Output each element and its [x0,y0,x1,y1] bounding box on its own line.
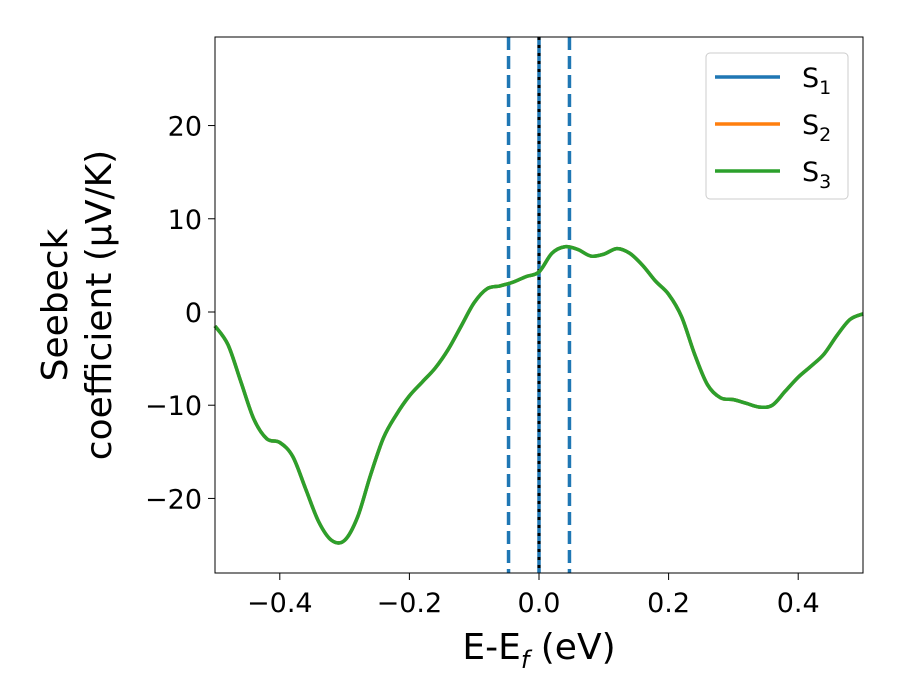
x-tick-label: −0.4 [247,588,313,619]
y-tick-label: −20 [145,484,202,515]
legend-label-1: S1 [802,63,831,99]
legend-label-3: S3 [802,157,831,193]
legend: S1 S2 S3 [705,52,849,200]
x-tick-label: 0.4 [777,588,820,619]
x-tick-label: 0.0 [518,588,561,619]
x-tick-label: −0.2 [377,588,443,619]
y-tick-label: −10 [145,391,202,422]
x-tick-label: 0.2 [647,588,690,619]
y-axis-label: Seebeck coefficient (μV/K) [35,150,120,460]
reference-lines [506,37,572,573]
series-lines [213,244,864,545]
x-axis-label: E-Ef (eV) [462,627,615,674]
y-axis-label-line1: Seebeck [35,228,76,381]
legend-label-2: S2 [802,110,831,146]
y-tick-label: 10 [168,205,202,236]
x-axis-ticks: −0.4 −0.2 0.0 0.2 0.4 [247,573,820,619]
y-tick-label: 20 [168,112,202,143]
y-axis-ticks: −20 −10 0 10 20 [145,112,215,515]
x-axis-label-main: E-E [462,627,520,668]
y-axis-label-line2: coefficient (μV/K) [79,150,120,460]
x-axis-label-unit: (eV) [529,627,615,668]
y-tick-label: 0 [185,298,202,329]
series-line-3 [213,244,864,545]
legend-box [705,52,849,200]
